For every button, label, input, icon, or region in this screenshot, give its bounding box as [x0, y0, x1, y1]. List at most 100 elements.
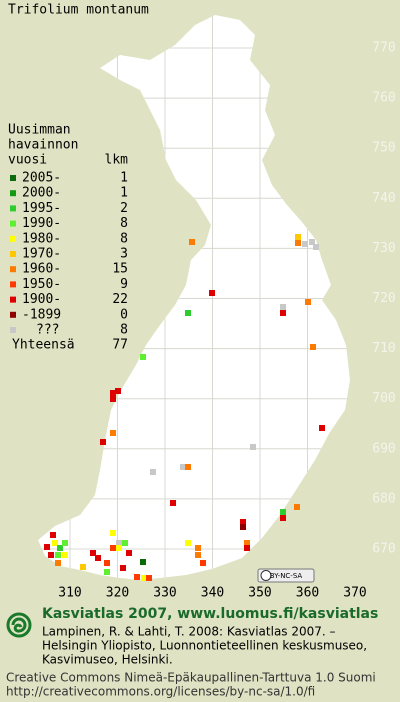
- total-label: Yhteensä: [12, 338, 75, 353]
- dot: [295, 234, 301, 240]
- dot: [240, 519, 246, 525]
- species-title: Trifolium montanum: [8, 3, 149, 18]
- dot: [185, 310, 191, 316]
- dot: [134, 574, 140, 580]
- dot: [240, 524, 246, 530]
- dot: [110, 390, 116, 396]
- easting-label: 320: [106, 586, 129, 601]
- legend-label: 1960-: [22, 262, 61, 277]
- legend-label: 1995-: [22, 201, 61, 216]
- dot: [116, 540, 122, 546]
- dot: [52, 540, 58, 546]
- legend-count: 22: [112, 292, 128, 307]
- northing-label: 670: [372, 542, 395, 557]
- legend-swatch: [10, 220, 16, 227]
- dot: [62, 540, 68, 546]
- legend-count: 8: [120, 323, 128, 338]
- dot: [309, 239, 315, 245]
- legend-label: 1950-: [22, 277, 61, 292]
- dot: [319, 425, 325, 431]
- dot: [280, 509, 286, 515]
- dot: [110, 530, 116, 536]
- easting-label: 340: [201, 586, 224, 601]
- easting-label: 350: [248, 586, 271, 601]
- legend-swatch: [10, 281, 16, 288]
- dot: [116, 545, 122, 551]
- easting-label: 360: [296, 586, 319, 601]
- legend-count: 3: [120, 247, 128, 262]
- dot: [95, 555, 101, 561]
- dot: [170, 500, 176, 506]
- citation: Helsingin Yliopisto, Luonnontieteellinen…: [42, 639, 367, 653]
- dot: [62, 552, 68, 558]
- legend-label: 2005-: [22, 171, 61, 186]
- northing-label: 730: [372, 241, 395, 256]
- occurrences: [44, 234, 325, 581]
- dot: [110, 430, 116, 436]
- northing-label: 720: [372, 291, 395, 306]
- northing-label: 690: [372, 441, 395, 456]
- dot: [100, 439, 106, 445]
- dot: [185, 540, 191, 546]
- northing-label: 680: [372, 491, 395, 506]
- legend-swatch: [10, 327, 16, 333]
- citation: Kasvimuseo, Helsinki.: [42, 653, 173, 667]
- license-text: Creative Commons Nimeä-Epäkaupallinen-Ta…: [6, 671, 376, 685]
- legend-label: ???: [36, 323, 59, 338]
- legend-heading: Uusimman: [8, 123, 71, 138]
- northing-label: 710: [372, 341, 395, 356]
- citation: Lampinen, R. & Lahti, T. 2008: Kasviatla…: [42, 625, 336, 639]
- legend-label: 1970-: [22, 247, 61, 262]
- dot: [185, 464, 191, 470]
- legend-count: 9: [120, 277, 128, 292]
- dot: [209, 290, 215, 296]
- legend-count: 2: [120, 201, 128, 216]
- dot: [80, 564, 86, 570]
- legend-label: 1900-: [22, 292, 61, 307]
- legend-heading: havainnon: [8, 138, 78, 153]
- dot: [189, 239, 195, 245]
- site-link: Kasviatlas 2007, www.luomus.fi/kasviatla…: [42, 606, 378, 622]
- northing-label: 750: [372, 141, 395, 156]
- dot: [295, 240, 301, 246]
- legend: 2005- 1 2000- 1 1995- 2 1990- 8 1980- 8 1970- 3 1960…: [10, 171, 128, 353]
- dot: [313, 244, 319, 250]
- legend-swatch: [10, 251, 16, 257]
- dot: [126, 550, 132, 556]
- dot: [200, 560, 206, 566]
- dot: [57, 545, 63, 551]
- legend-swatch: [10, 190, 16, 197]
- legend-swatch: [10, 175, 16, 181]
- northing-label: 740: [372, 191, 395, 206]
- dot: [55, 552, 61, 558]
- dot: [180, 464, 186, 470]
- dot: [44, 544, 50, 550]
- legend-swatch: [10, 205, 16, 212]
- dot: [305, 299, 311, 305]
- northing-label: 700: [372, 391, 395, 406]
- dot: [280, 310, 286, 316]
- dot: [110, 545, 116, 551]
- easting-label: 370: [343, 586, 366, 601]
- license-url: http://creativecommons.org/licenses/by-n…: [6, 685, 315, 699]
- legend-heading: vuosi: [8, 153, 47, 168]
- badge-text: BY-NC-SA: [270, 572, 303, 580]
- dot: [195, 552, 201, 558]
- dot: [48, 552, 54, 558]
- land: [38, 15, 350, 580]
- dot: [140, 354, 146, 360]
- dot: [141, 575, 147, 581]
- dot: [244, 540, 250, 546]
- dot: [122, 540, 128, 546]
- dot: [55, 560, 61, 566]
- dot: [104, 569, 110, 575]
- legend-swatch: [10, 235, 16, 242]
- legend-label: 1990-: [22, 216, 61, 231]
- dot: [140, 559, 146, 565]
- northing-label: 760: [372, 91, 395, 106]
- legend-label: 2000-: [22, 186, 61, 201]
- dot: [150, 469, 156, 475]
- legend-swatch: [10, 296, 16, 303]
- dot: [146, 575, 152, 581]
- easting-label: 310: [58, 586, 81, 601]
